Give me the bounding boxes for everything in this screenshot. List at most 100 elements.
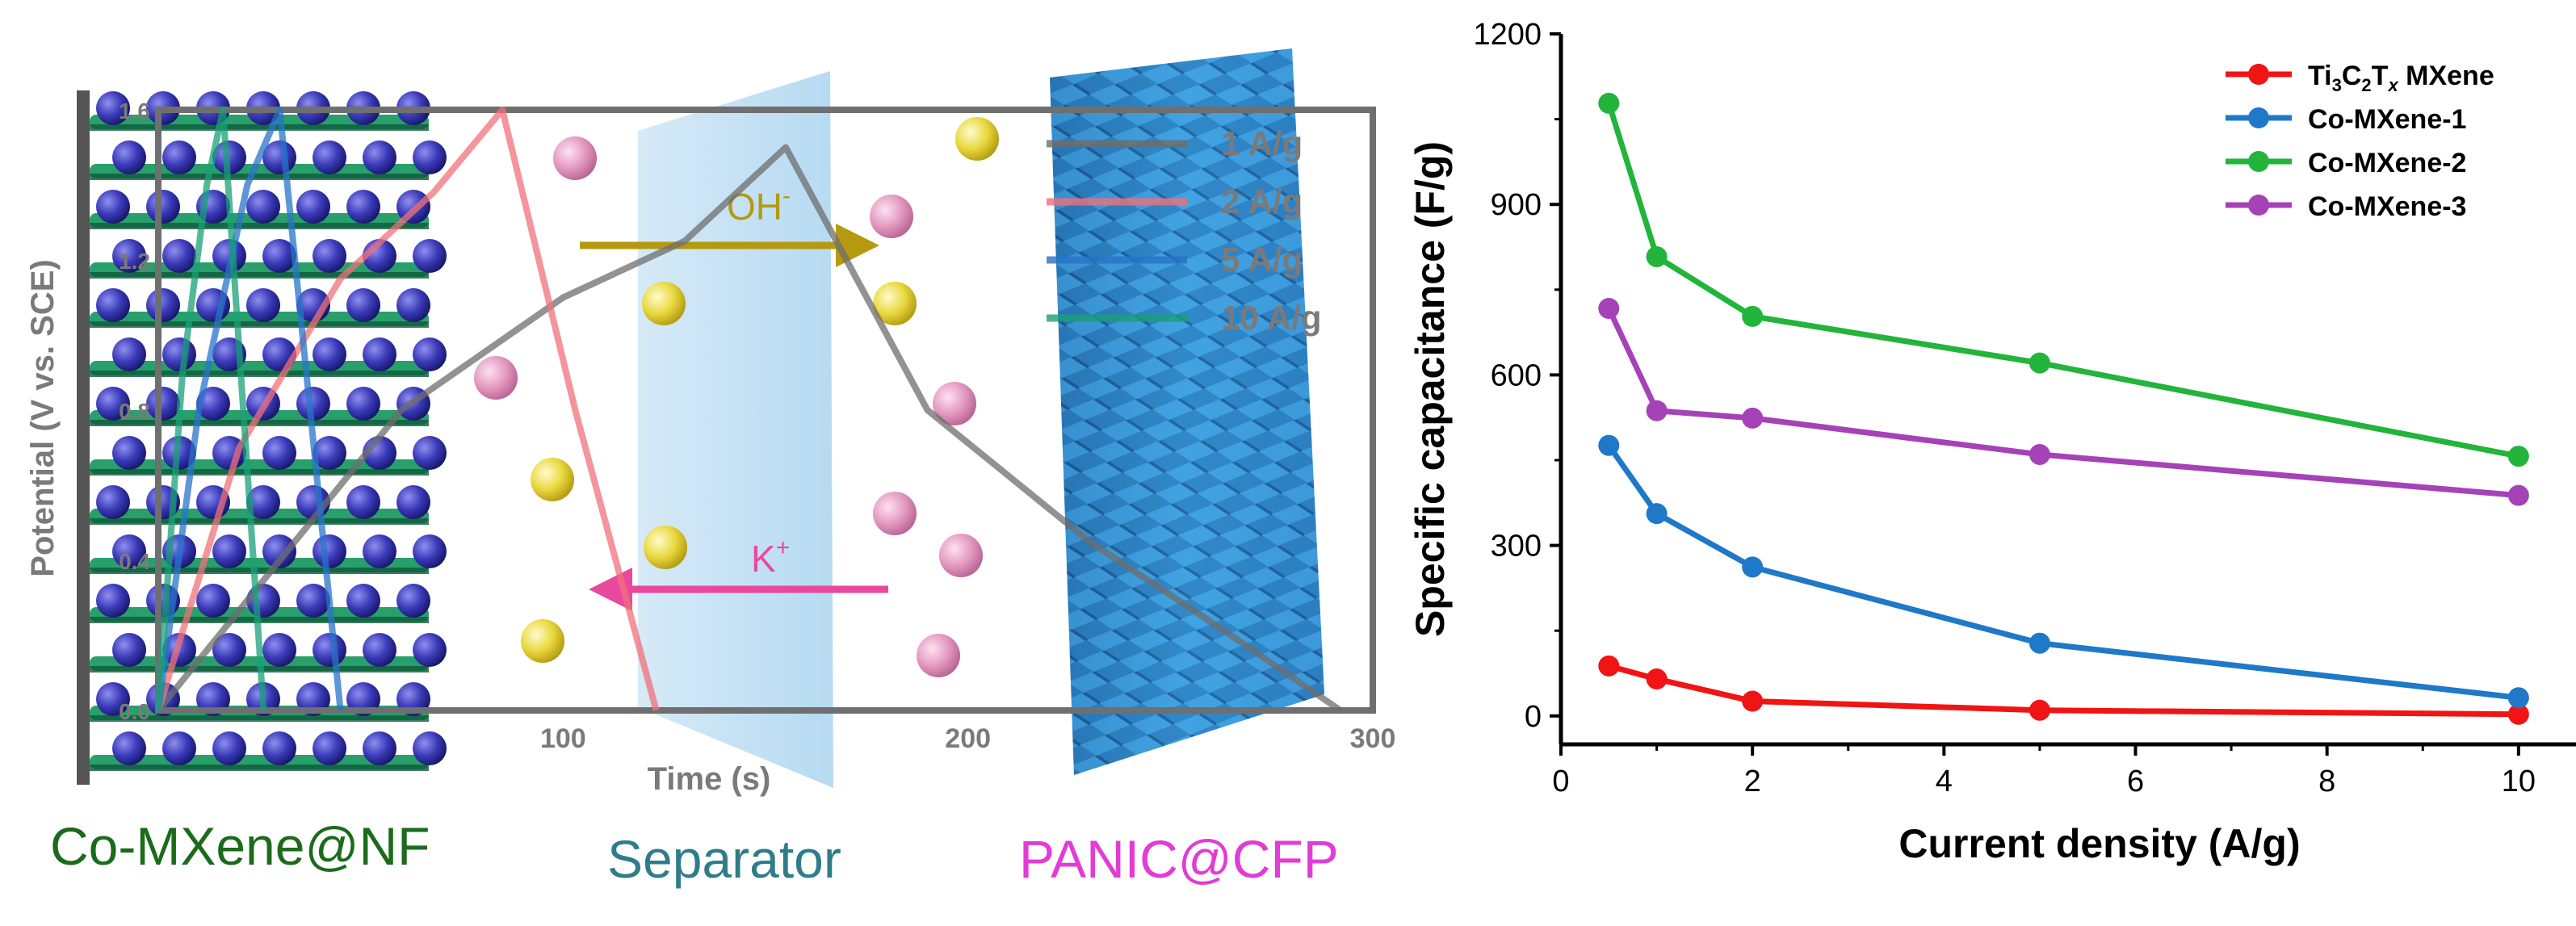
cobalt-atom	[363, 140, 396, 174]
data-point-co-mxene-3	[1646, 400, 1668, 421]
electrolyte-ions	[474, 117, 999, 677]
separator-membrane	[638, 71, 833, 788]
cobalt-atom	[96, 91, 130, 125]
cobalt-atom	[346, 485, 380, 519]
x-tick-label: 10	[2502, 765, 2536, 798]
cobalt-atom	[96, 190, 130, 224]
legend-label: Co-MXene-3	[2308, 191, 2466, 222]
cobalt-atom	[396, 288, 430, 322]
legend-label: Co-MXene-2	[2308, 148, 2466, 178]
cathode-electrode	[1050, 48, 1324, 775]
data-point-co-mxene-1	[1742, 556, 1764, 578]
cobalt-atom	[346, 387, 380, 421]
gcd-inset-chart: 100 200 300 0.0 0.4 0.8 1.2 1.6 Time (s) Potentia…	[25, 98, 1395, 797]
cobalt-atom	[162, 140, 196, 174]
gcd-y-tick-label: 0.0	[119, 699, 150, 724]
gcd-y-tick-label: 0.4	[119, 549, 150, 574]
cobalt-atom	[96, 485, 130, 519]
cobalt-atom	[96, 387, 130, 421]
cobalt-atom	[296, 584, 330, 618]
gcd-y-tick-label: 1.2	[119, 249, 150, 274]
y-tick-label: 1200	[1473, 18, 1542, 52]
cobalt-atom	[296, 190, 330, 224]
cobalt-atom	[313, 239, 346, 273]
y-tick-label: 0	[1525, 700, 1542, 734]
gcd-curve-2-a-g	[155, 107, 660, 712]
cobalt-atom	[112, 633, 146, 667]
cathode-caption: PANIC@CFP	[1019, 829, 1339, 889]
cobalt-atom	[112, 239, 146, 273]
gcd-legend-label: 10 A/g	[1221, 299, 1321, 337]
cobalt-atom	[346, 584, 380, 618]
cobalt-atom	[112, 337, 146, 371]
x-tick-label: 6	[2127, 765, 2144, 798]
nanosheet-shadow	[90, 371, 429, 377]
cobalt-atom	[96, 682, 130, 716]
nanosheet-shadow	[90, 568, 429, 574]
cobalt-atom	[363, 633, 396, 667]
cobalt-atom	[262, 534, 296, 568]
data-point-ti3c2tx-mxene	[2028, 699, 2050, 721]
x-tick-label: 4	[1936, 765, 1953, 798]
cobalt-atom	[313, 140, 346, 174]
gcd-x-tick-label: 300	[1350, 723, 1396, 754]
cobalt-atom	[413, 731, 447, 765]
y-tick-label: 300	[1491, 530, 1542, 564]
cobalt-atom	[146, 190, 180, 224]
device-schematic-panel: OH- K+ 100 200 300 0.0 0.4 0.8 1.2 1.6 Time (s) P…	[25, 48, 1395, 889]
gcd-legend-label: 2 A/g	[1221, 182, 1303, 220]
cobalt-atom	[246, 584, 280, 618]
cobalt-atom	[396, 485, 430, 519]
gcd-x-axis-label: Time (s)	[648, 761, 771, 797]
cobalt-atom	[262, 239, 296, 273]
y-axis-label: Specific capacitance (F/g)	[1408, 141, 1453, 637]
potassium-ion	[644, 526, 687, 569]
nanosheet-shadow	[90, 715, 429, 722]
gcd-curve-10-a-g	[155, 107, 267, 711]
potassium-ion	[531, 458, 574, 501]
cobalt-atom	[413, 337, 447, 371]
nanosheet-shadow	[90, 321, 429, 328]
data-point-ti3c2tx-mxene	[1646, 668, 1668, 690]
gcd-curve-5-a-g	[155, 107, 344, 711]
cobalt-atom	[413, 436, 447, 470]
cobalt-atom	[313, 534, 346, 568]
cobalt-atom	[363, 731, 396, 765]
cobalt-atom	[146, 387, 180, 421]
cobalt-atom	[313, 633, 346, 667]
cobalt-atom	[162, 239, 196, 273]
legend-label: Co-MXene-1	[2308, 104, 2466, 135]
cobalt-atom	[196, 584, 230, 618]
nanosheet-shadow	[90, 124, 429, 131]
cobalt-atom	[246, 190, 280, 224]
separator-caption: Separator	[607, 829, 841, 889]
legend-marker	[2248, 64, 2269, 85]
data-point-co-mxene-3	[1598, 298, 1620, 320]
cobalt-atom	[413, 534, 447, 568]
cobalt-atom	[296, 387, 330, 421]
hydroxide-ion	[939, 534, 983, 577]
cobalt-atom	[112, 534, 146, 568]
cobalt-atom	[413, 633, 447, 667]
cobalt-atom	[413, 140, 447, 174]
cobalt-atom	[96, 288, 130, 322]
gcd-y-tick-label: 0.8	[119, 399, 150, 424]
hydroxide-ion	[873, 492, 917, 535]
nanosheet-shadow	[90, 223, 429, 229]
nanosheet-shadow	[90, 469, 429, 476]
cobalt-atom	[396, 584, 430, 618]
cobalt-atom	[262, 731, 296, 765]
cobalt-atom	[112, 436, 146, 470]
data-point-co-mxene-2	[1598, 92, 1620, 114]
cobalt-atom	[212, 731, 246, 765]
data-point-co-mxene-3	[2507, 484, 2529, 506]
gcd-y-axis-label: Potential (V vs. SCE)	[25, 259, 61, 576]
gcd-legend-label: 5 A/g	[1221, 241, 1303, 279]
legend-label: Ti3C2Tx MXene	[2308, 61, 2494, 95]
gcd-y-tick-label: 1.6	[119, 98, 150, 124]
cobalt-atom	[346, 288, 380, 322]
hydroxide-ion	[474, 356, 518, 400]
cobalt-atom	[162, 337, 196, 371]
cobalt-atom	[262, 436, 296, 470]
